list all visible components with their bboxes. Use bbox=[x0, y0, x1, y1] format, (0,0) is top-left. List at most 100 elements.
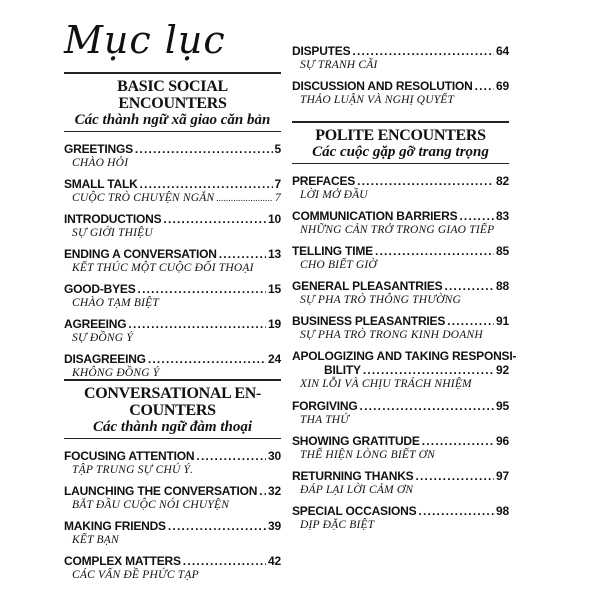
toc-entry[interactable]: SMALL TALK 7 CUỘC TRÒ CHUYỆN NGẮN 7 bbox=[64, 177, 281, 212]
entry-title: GREETINGS bbox=[64, 142, 133, 156]
toc-section: POLITE ENCOUNTERS Các cuộc gặp gỡ trang t… bbox=[292, 121, 516, 539]
entry-vietnamese-title: THỂ HIỆN LÒNG BIẾT ƠN bbox=[300, 449, 435, 461]
entry-title: TELLING TIME bbox=[292, 244, 373, 258]
dot-leader bbox=[352, 44, 494, 58]
left-column: BASIC SOCIAL ENCOUNTERS Các thành ngữ xã … bbox=[64, 0, 281, 600]
dot-leader bbox=[360, 399, 495, 413]
entry-page-number: 15 bbox=[268, 282, 281, 296]
entry-vietnamese-title: SỰ TRANH CÃI bbox=[300, 59, 378, 71]
entry-vietnamese-title: CÁC VẤN ĐỀ PHỨC TẠP bbox=[72, 569, 199, 581]
section-heading-block: BASIC SOCIAL ENCOUNTERS Các thành ngữ xã … bbox=[64, 74, 281, 132]
toc-entry[interactable]: LAUNCHING THE CONVERSATION 32 BẮT ĐẦU CUỘC… bbox=[64, 484, 281, 519]
entry-vietnamese: CÁC VẤN ĐỀ PHỨC TẠP bbox=[64, 568, 281, 582]
entry-page-number: 30 bbox=[268, 449, 281, 463]
section-rule bbox=[64, 72, 281, 74]
entry-title: APOLOGIZING AND TAKING RESPONSI- bbox=[292, 349, 517, 363]
toc-entry[interactable]: COMPLEX MATTERS 42 CÁC VẤN ĐỀ PHỨC TẠP bbox=[64, 554, 281, 589]
entry-vietnamese: SỰ PHA TRÒ TRONG KINH DOANH bbox=[292, 328, 509, 342]
entry-title: RETURNING THANKS bbox=[292, 469, 414, 483]
section-rule bbox=[64, 379, 281, 381]
entry-vietnamese-page: 7 bbox=[275, 192, 281, 204]
entry-vietnamese-title: DỊP ĐẶC BIỆT bbox=[300, 519, 375, 531]
toc-entry[interactable]: GOOD-BYES 15 CHÀO TẠM BIỆT bbox=[64, 282, 281, 317]
entry-vietnamese: TẬP TRUNG SỰ CHÚ Ý. bbox=[64, 463, 281, 477]
entry-vietnamese: NHỮNG CẢN TRỞ TRONG GIAO TIẾP bbox=[292, 223, 509, 237]
entry-vietnamese: KẾT BẠN bbox=[64, 533, 281, 547]
entry-title: BUSINESS PLEASANTRIES bbox=[292, 314, 446, 328]
entry-vietnamese: CUỘC TRÒ CHUYỆN NGẮN 7 bbox=[64, 191, 281, 205]
dot-leader bbox=[422, 434, 494, 448]
section-heading: BASIC SOCIAL ENCOUNTERS bbox=[117, 78, 228, 112]
dot-leader bbox=[135, 142, 273, 156]
dot-leader bbox=[196, 449, 266, 463]
entry-vietnamese-title: LỜI MỞ ĐẦU bbox=[300, 189, 368, 201]
toc-entry[interactable]: SPECIAL OCCASIONS 98 DỊP ĐẶC BIỆT bbox=[292, 504, 509, 539]
toc-entry[interactable]: SHOWING GRATITUDE 96 THỂ HIỆN LÒNG BIẾT ƠN bbox=[292, 434, 509, 469]
toc-section: BASIC SOCIAL ENCOUNTERS Các thành ngữ xã … bbox=[64, 72, 281, 387]
toc-entry[interactable]: INTRODUCTIONS 10 SỰ GIỚI THIỆU bbox=[64, 212, 281, 247]
dot-leader bbox=[363, 363, 494, 377]
entry-page-number: 97 bbox=[496, 469, 509, 483]
entry-title-row: LAUNCHING THE CONVERSATION 32 bbox=[64, 484, 281, 498]
entry-title-row: RETURNING THANKS 97 bbox=[292, 469, 509, 483]
toc-entry[interactable]: ENDING A CONVERSATION 13 KẾT THÚC MỘT CUỘC… bbox=[64, 247, 281, 282]
entry-title-row: FOCUSING ATTENTION 30 bbox=[64, 449, 281, 463]
toc-entry[interactable]: AGREEING 19 SỰ ĐỒNG Ý bbox=[64, 317, 281, 352]
dot-leader bbox=[140, 177, 273, 191]
toc-entry[interactable]: BUSINESS PLEASANTRIES 91 SỰ PHA TRÒ TRONG … bbox=[292, 314, 509, 349]
entry-title-row: DISAGREEING 24 bbox=[64, 352, 281, 366]
dot-leader bbox=[459, 209, 494, 223]
entry-title: PREFACES bbox=[292, 174, 356, 188]
toc-section: CONVERSATIONAL EN- COUNTERS Các thành ngữ … bbox=[64, 379, 281, 589]
toc-entry[interactable]: MAKING FRIENDS 39 KẾT BẠN bbox=[64, 519, 281, 554]
toc-entry[interactable]: DISAGREEING 24 KHÔNG ĐỒNG Ý bbox=[64, 352, 281, 387]
entry-vietnamese: THẢO LUẬN VÀ NGHỊ QUYẾT bbox=[292, 93, 509, 107]
page-title: Mục lục bbox=[64, 18, 226, 62]
entry-vietnamese-title: BẮT ĐẦU CUỘC NÓI CHUYỆN bbox=[72, 499, 230, 511]
entry-title-row: ENDING A CONVERSATION 13 bbox=[64, 247, 281, 261]
toc-entry[interactable]: DISPUTES 64 SỰ TRANH CÃI bbox=[292, 44, 509, 79]
dot-leader bbox=[259, 484, 266, 498]
toc-entry[interactable]: GENERAL PLEASANTRIES 88 SỰ PHA TRÒ THÔNG T… bbox=[292, 279, 509, 314]
entry-vietnamese-title: CUỘC TRÒ CHUYỆN NGẮN bbox=[72, 192, 215, 204]
toc-entry[interactable]: TELLING TIME 85 CHO BIẾT GIỜ bbox=[292, 244, 509, 279]
entry-vietnamese: SỰ PHA TRÒ THÔNG THƯỜNG bbox=[292, 293, 509, 307]
toc-entry[interactable]: DISCUSSION AND RESOLUTION 69 THẢO LUẬN VÀ … bbox=[292, 79, 509, 114]
entry-title: DISAGREEING bbox=[64, 352, 146, 366]
entry-page-number: 7 bbox=[274, 177, 282, 191]
toc-entry[interactable]: APOLOGIZING AND TAKING RESPONSI-BILITY 92… bbox=[292, 349, 516, 399]
entry-vietnamese-title: NHỮNG CẢN TRỞ TRONG GIAO TIẾP bbox=[300, 224, 495, 236]
entry-title: DISPUTES bbox=[292, 44, 351, 58]
entry-vietnamese-title: CHÀO HỎI bbox=[72, 157, 129, 169]
section-subtitle: Các thành ngữ xã giao căn bản bbox=[64, 112, 281, 132]
entry-title: AGREEING bbox=[64, 317, 127, 331]
entry-vietnamese-title: SỰ GIỚI THIỆU bbox=[72, 227, 153, 239]
toc-entry[interactable]: RETURNING THANKS 97 ĐÁP LẠI LỜI CẢM ƠN bbox=[292, 469, 509, 504]
section-subtitle: Các cuộc gặp gỡ trang trọng bbox=[292, 144, 509, 164]
entry-list: PREFACES 82 LỜI MỞ ĐẦU COMMUNICATION BARRIE… bbox=[292, 164, 516, 539]
entry-vietnamese: KẾT THÚC MỘT CUỘC ĐỐI THOẠI bbox=[64, 261, 281, 275]
toc-entry[interactable]: GREETINGS 5 CHÀO HỎI bbox=[64, 142, 281, 177]
section-rule bbox=[292, 121, 509, 123]
entry-vietnamese: SỰ ĐỒNG Ý bbox=[64, 331, 281, 345]
entry-title-row: DISCUSSION AND RESOLUTION 69 bbox=[292, 79, 509, 93]
entry-vietnamese: XIN LỖI VÀ CHỊU TRÁCH NHIỆM bbox=[292, 377, 509, 391]
entry-vietnamese: ĐÁP LẠI LỜI CẢM ƠN bbox=[292, 483, 509, 497]
entry-title-continued: BILITY bbox=[324, 363, 361, 377]
entry-vietnamese: CHÀO TẠM BIỆT bbox=[64, 296, 281, 310]
entry-title: ENDING A CONVERSATION bbox=[64, 247, 217, 261]
entry-title: LAUNCHING THE CONVERSATION bbox=[64, 484, 258, 498]
section-heading: CONVERSATIONAL EN- bbox=[84, 385, 261, 402]
toc-entry[interactable]: FORGIVING 95 THA THỨ bbox=[292, 399, 509, 434]
entry-vietnamese-title: KẾT BẠN bbox=[72, 534, 119, 546]
entry-title-row: PREFACES 82 bbox=[292, 174, 509, 188]
dot-leader bbox=[148, 352, 266, 366]
dot-leader bbox=[415, 469, 494, 483]
entry-title-row: FORGIVING 95 bbox=[292, 399, 509, 413]
entry-title-row: AGREEING 19 bbox=[64, 317, 281, 331]
toc-entry[interactable]: FOCUSING ATTENTION 30 TẬP TRUNG SỰ CHÚ Ý. bbox=[64, 449, 281, 484]
toc-entry[interactable]: PREFACES 82 LỜI MỞ ĐẦU bbox=[292, 174, 509, 209]
entry-vietnamese-title: THA THỨ bbox=[300, 414, 350, 426]
